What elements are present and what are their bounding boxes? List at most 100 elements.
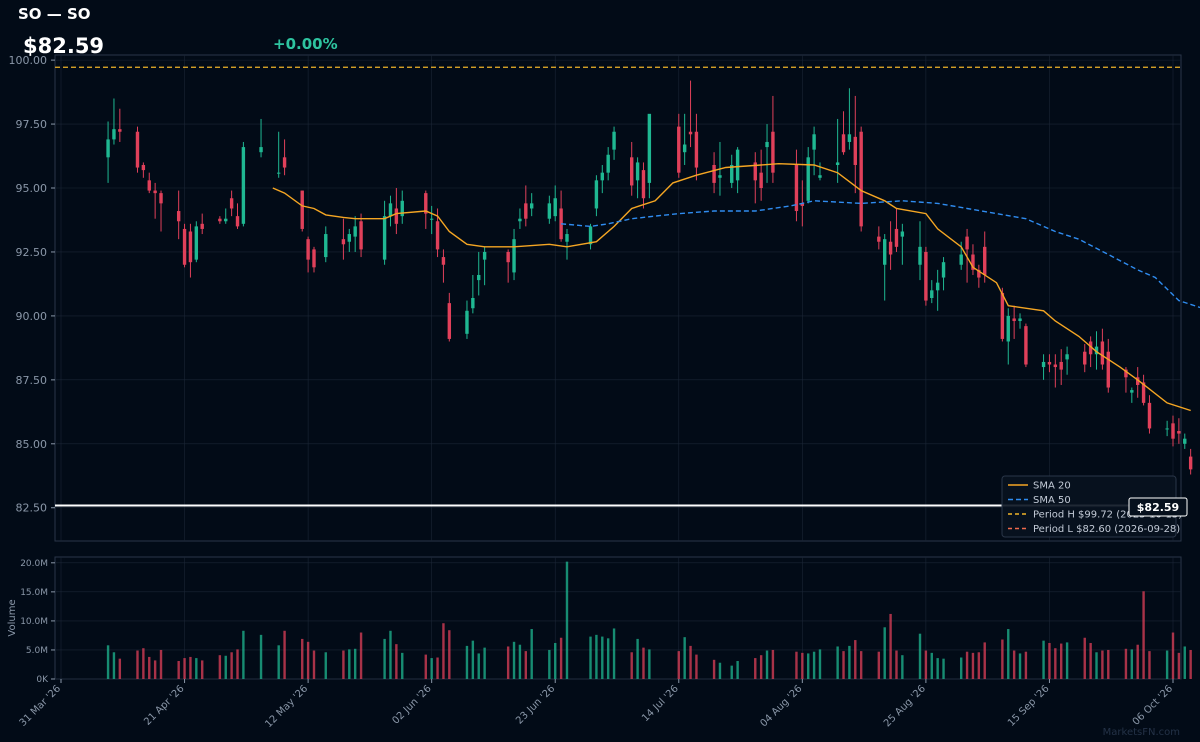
candle-body (106, 139, 110, 158)
volume-bar (312, 650, 316, 679)
candle-body (1088, 341, 1093, 355)
candle-body (529, 203, 534, 209)
volume-bar (159, 649, 163, 679)
candle-body (547, 203, 552, 219)
legend-period-high-label: Period H $99.72 (2025-10-15) (1033, 510, 1182, 521)
price-tick-label: 100.00 (9, 54, 48, 67)
candle-body (688, 131, 693, 135)
candle-body (524, 203, 528, 219)
volume-bar (642, 647, 645, 679)
volume-bar (1171, 632, 1175, 679)
volume-bar (1107, 649, 1110, 679)
candle-body (924, 251, 928, 301)
volume-bar (1101, 650, 1104, 679)
volume-bar (807, 653, 810, 679)
candle-body (1065, 354, 1069, 360)
price-panel (54, 54, 1182, 542)
current-price: $82.59 (23, 34, 105, 58)
candles (106, 80, 1193, 475)
candle-body (518, 218, 522, 222)
price-tick-label: 92.50 (16, 246, 48, 259)
volume-bar (324, 652, 327, 679)
volume-bar (483, 647, 486, 679)
volume-bar (695, 654, 698, 679)
candle-body (682, 144, 687, 153)
candle-body (694, 131, 699, 168)
candle-body (1006, 315, 1010, 342)
volume-bar (683, 637, 686, 679)
volume-bar (424, 654, 427, 679)
candle-body (112, 129, 116, 140)
sma20-line (272, 162, 1191, 412)
candle-body (353, 226, 357, 237)
candle-body (918, 246, 922, 265)
volume-bar (1183, 646, 1186, 679)
candle-body (424, 193, 428, 214)
candle-body (341, 239, 346, 245)
volume-bar (889, 613, 892, 679)
volume-bar (524, 651, 528, 679)
volume-bar (718, 662, 722, 679)
volume-tick-label: 10.0M (20, 617, 48, 627)
volume-bar (836, 646, 839, 679)
candle-body (388, 203, 393, 217)
candle-body (1041, 361, 1046, 368)
last-price-tag-box (1128, 497, 1188, 517)
volume-bar (930, 652, 933, 679)
volume-bar (554, 642, 557, 679)
candle-body (771, 131, 775, 173)
volume-panel (54, 556, 1182, 680)
candle-body (118, 129, 122, 132)
candle-body (847, 134, 852, 142)
volume-bar (877, 651, 881, 679)
volume-bar (1089, 642, 1092, 679)
volume-bar (689, 645, 692, 679)
x-tick-label: 14 Jul '26 (640, 683, 681, 724)
volume-bar (201, 660, 204, 679)
x-tick-label: 15 Sep '26 (1006, 683, 1052, 729)
watermark: MarketsFN.com (1103, 727, 1180, 738)
candle-body (135, 131, 140, 168)
volume-bar (1083, 637, 1086, 679)
volume-bar (465, 645, 469, 679)
candle-body (1000, 292, 1005, 339)
candle-body (147, 180, 151, 191)
candle-body (435, 221, 440, 250)
volume-bar (342, 650, 345, 679)
candle-body (229, 198, 234, 209)
volume-bar (936, 658, 939, 679)
volume-bar (1048, 642, 1051, 679)
volume-bar (118, 658, 122, 679)
candle-body (176, 211, 181, 222)
x-tick-label: 23 Jun '26 (514, 683, 557, 726)
volume-bar (942, 658, 945, 679)
volume-bar (148, 656, 151, 679)
candle-body (447, 303, 452, 339)
volume-bar (442, 623, 445, 679)
candle-body (465, 310, 469, 334)
candle-body (1183, 438, 1187, 444)
candle-body (1171, 423, 1175, 439)
x-tick-label: 04 Aug '26 (758, 683, 804, 729)
candle-body (612, 131, 616, 150)
candle-body (553, 198, 557, 217)
volume-bar (801, 652, 804, 679)
volume-bar (1054, 648, 1057, 679)
candle-body (1100, 341, 1105, 365)
volume-bar (1136, 644, 1139, 679)
candle-body (218, 218, 222, 222)
volume-bar (559, 637, 563, 679)
candle-body (400, 200, 404, 217)
sma50-line (561, 200, 1200, 309)
volume-bar (306, 641, 310, 679)
volume-bar (977, 652, 981, 679)
volume-bar (959, 657, 963, 679)
volume-bar (1130, 649, 1134, 679)
volume-bar (630, 652, 633, 679)
volume-bar (859, 651, 863, 679)
volume-bar (918, 633, 922, 679)
volume-bar (736, 660, 739, 679)
volume-bar (759, 655, 763, 679)
candle-body (818, 175, 822, 178)
candle-body (241, 147, 246, 224)
